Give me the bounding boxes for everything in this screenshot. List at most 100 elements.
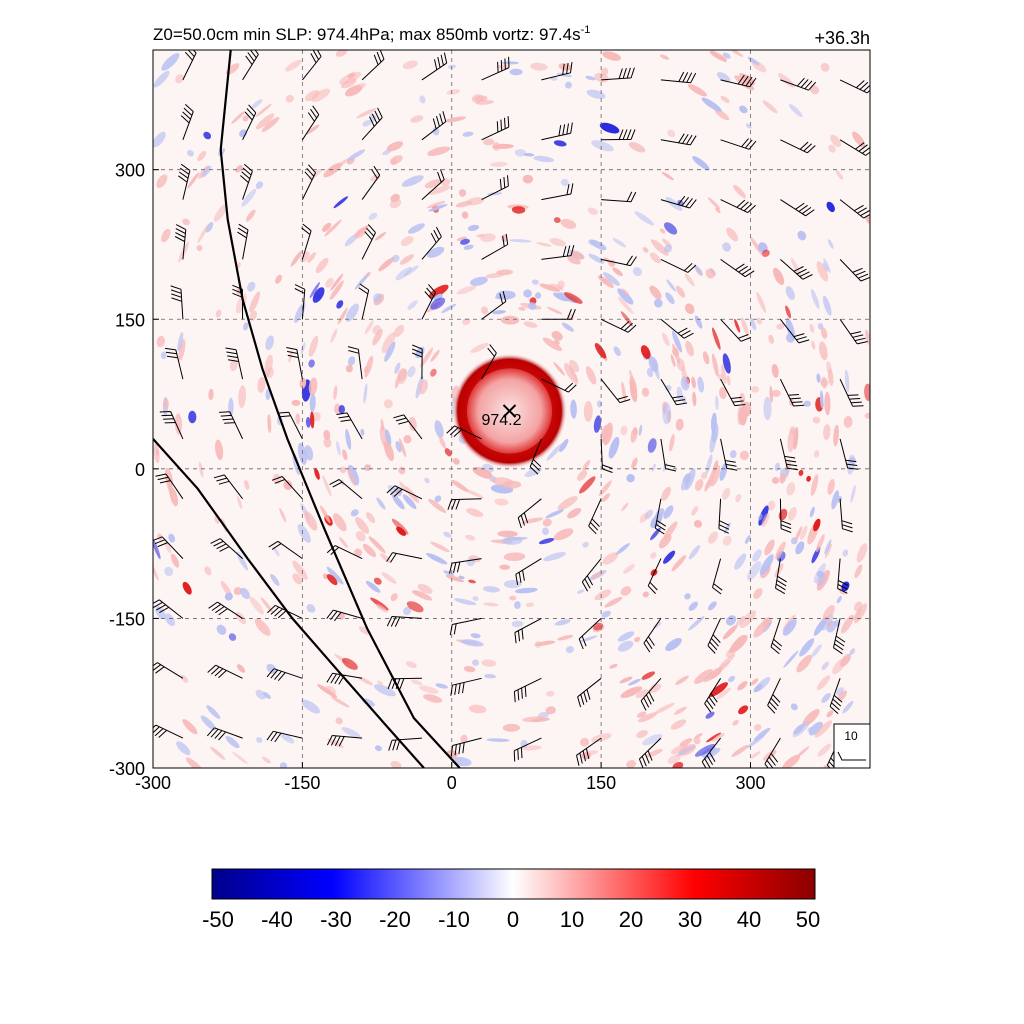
vorticity-speckle: [418, 379, 428, 395]
vorticity-speckle: [200, 715, 217, 731]
vorticity-speckle: [769, 385, 773, 403]
wind-barb: [206, 727, 243, 741]
vorticity-speckle: [451, 479, 469, 492]
vorticity-speckle: [615, 543, 630, 556]
vorticity-speckle: [667, 129, 676, 138]
vorticity-speckle: [744, 535, 751, 544]
vorticity-speckle: [830, 134, 842, 148]
vorticity-speckle: [726, 375, 731, 386]
vorticity-speckle: [408, 416, 417, 432]
wind-barb: [839, 79, 870, 94]
vorticity-speckle: [374, 231, 387, 241]
vorticity-speckle: [354, 227, 368, 239]
vorticity-speckle: [705, 268, 715, 279]
vorticity-speckle: [341, 657, 358, 670]
vorticity-speckle: [819, 390, 824, 409]
vorticity-speckle: [670, 719, 687, 730]
vorticity-speckle: [235, 164, 243, 173]
vorticity-speckle: [567, 507, 582, 519]
vorticity-speckle: [817, 743, 832, 757]
vorticity-speckle: [843, 416, 853, 428]
wind-barb: [660, 318, 694, 339]
vorticity-speckle: [664, 222, 678, 235]
wind-barb: [720, 74, 757, 88]
vorticity-speckle: [821, 661, 829, 671]
wind-barb: [421, 169, 445, 200]
vorticity-speckle: [394, 362, 401, 374]
vorticity-speckle: [822, 295, 832, 316]
vorticity-speckle: [168, 533, 176, 543]
vorticity-speckle: [837, 690, 848, 702]
vorticity-speckle: [816, 261, 829, 282]
wind-barb: [600, 318, 637, 333]
vorticity-speckle: [790, 257, 803, 280]
vorticity-speckle: [709, 464, 721, 487]
vorticity-speckle: [358, 676, 373, 686]
wind-barb: [720, 378, 746, 407]
vorticity-speckle: [308, 377, 318, 396]
vorticity-speckle: [654, 702, 675, 714]
wind-barb: [601, 67, 635, 81]
wind-barb: [302, 50, 322, 81]
vorticity-speckle: [235, 293, 247, 314]
wind-barb: [643, 618, 662, 653]
vorticity-speckle: [591, 571, 604, 579]
vorticity-speckle: [314, 467, 320, 480]
vorticity-speckle: [312, 287, 325, 303]
wind-barb: [541, 62, 573, 81]
colorbar-tick-label: 10: [560, 907, 584, 932]
vorticity-speckle: [170, 553, 180, 568]
chart-title: Z0=50.0cm min SLP: 974.4hPa; max 850mb v…: [153, 24, 590, 44]
vorticity-speckle: [336, 300, 344, 309]
vorticity-speckle: [560, 178, 569, 187]
vorticity-speckle: [525, 602, 534, 607]
vorticity-speckle: [661, 171, 674, 181]
vorticity-speckle: [438, 436, 447, 449]
wind-barb: [481, 175, 509, 201]
vorticity-speckle: [187, 172, 200, 189]
vorticity-speckle: [648, 356, 659, 372]
vorticity-speckle: [254, 618, 271, 636]
vorticity-speckle: [257, 376, 266, 393]
vorticity-speckle: [406, 601, 424, 613]
vorticity-speckle: [503, 552, 526, 562]
x-tick-label: 150: [586, 773, 616, 793]
vorticity-speckle: [808, 721, 823, 736]
vorticity-speckle: [405, 661, 417, 669]
vorticity-speckle: [539, 283, 561, 292]
vorticity-speckle: [632, 267, 642, 277]
vorticity-speckle: [368, 212, 378, 220]
wind-barb: [153, 662, 184, 679]
vorticity-speckle: [228, 633, 237, 641]
vorticity-speckle: [604, 596, 623, 608]
vorticity-speckle: [187, 150, 194, 157]
vorticity-speckle: [483, 138, 495, 146]
vorticity-speckle: [591, 733, 612, 743]
vorticity-speckle: [256, 737, 263, 743]
vorticity-speckle: [180, 674, 189, 683]
vorticity-speckle: [483, 602, 499, 607]
vorticity-speckle: [523, 321, 538, 328]
vorticity-speckle: [407, 366, 416, 378]
vorticity-speckle: [663, 505, 674, 519]
vorticity-speckle: [355, 531, 366, 542]
vorticity-speckle: [308, 335, 319, 357]
vorticity-speckle: [304, 445, 314, 461]
vorticity-speckle: [164, 613, 175, 627]
vorticity-speckle: [560, 218, 577, 229]
vorticity-speckle: [767, 500, 776, 511]
vorticity-speckle: [396, 526, 407, 536]
vorticity-speckle: [697, 376, 705, 393]
vorticity-speckle: [309, 393, 316, 413]
vorticity-speckle: [235, 611, 247, 625]
wind-barb: [481, 344, 497, 380]
vorticity-speckle: [695, 478, 704, 491]
vorticity-speckle: [782, 754, 800, 768]
wind-barb: [421, 111, 447, 141]
vorticity-speckle: [460, 734, 468, 744]
vorticity-speckle: [732, 720, 739, 726]
wind-barb: [174, 224, 187, 260]
wind-barb: [577, 677, 602, 708]
wind-barb: [225, 347, 244, 380]
